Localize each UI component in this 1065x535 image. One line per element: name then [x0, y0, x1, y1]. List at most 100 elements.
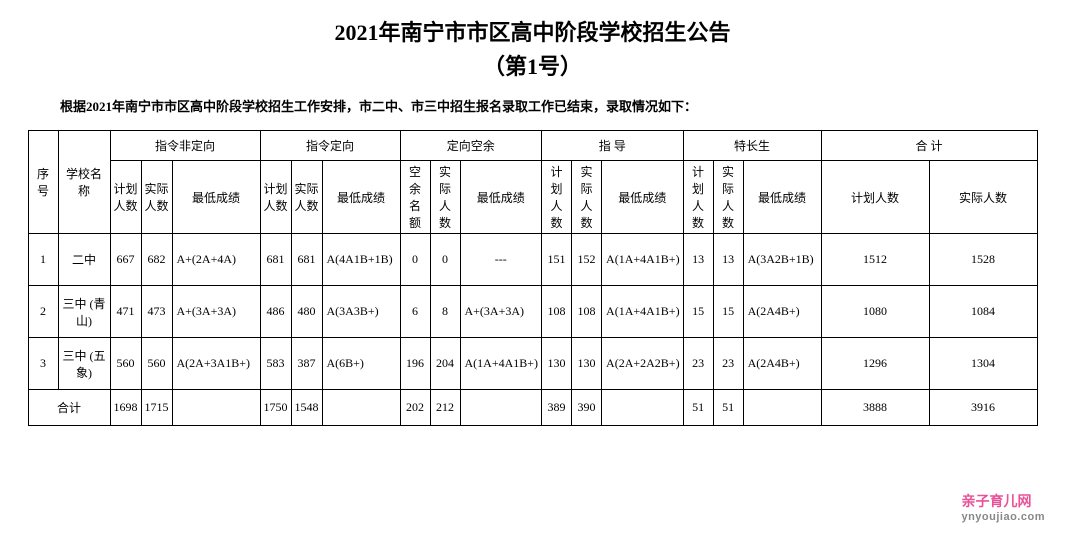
cell-g1-score: A+(2A+4A)	[172, 234, 260, 286]
cell-g1-actual: 473	[141, 286, 172, 338]
cell-g4-plan: 108	[542, 286, 572, 338]
cell-g1-score: A+(3A+3A)	[172, 286, 260, 338]
cell-g2-actual: 480	[291, 286, 322, 338]
col-group-4: 指 导	[542, 131, 684, 161]
cell-school: 三中 (青山)	[58, 286, 110, 338]
footer-label: 合计	[28, 390, 110, 426]
footer-g5-plan: 51	[683, 390, 713, 426]
footer-g2-actual: 1548	[291, 390, 322, 426]
cell-g2-actual: 681	[291, 234, 322, 286]
sub-actual-5: 实际人数	[713, 161, 743, 234]
sub-actual-3: 实际人数	[430, 161, 460, 234]
footer-g3-actual: 212	[430, 390, 460, 426]
sub-total-plan: 计划人数	[821, 161, 929, 234]
footer-g2-plan: 1750	[260, 390, 291, 426]
table-row: 2 三中 (青山) 471 473 A+(3A+3A) 486 480 A(3A…	[28, 286, 1037, 338]
cell-g5-plan: 23	[683, 338, 713, 390]
watermark-line1: 亲子育儿网	[961, 491, 1045, 511]
cell-total-actual: 1304	[929, 338, 1037, 390]
cell-g3-score: A(1A+4A1B+)	[460, 338, 542, 390]
cell-seq: 2	[28, 286, 58, 338]
footer-g1-score	[172, 390, 260, 426]
cell-g2-score: A(3A3B+)	[322, 286, 400, 338]
cell-g5-actual: 15	[713, 286, 743, 338]
sub-score-3: 最低成绩	[460, 161, 542, 234]
page-subtitle: （第1号）	[20, 49, 1045, 81]
cell-g1-plan: 560	[110, 338, 141, 390]
col-school-header: 学校名称	[58, 131, 110, 234]
sub-plan-1: 计划人数	[110, 161, 141, 234]
footer-g4-score	[602, 390, 684, 426]
col-group-2: 指令定向	[260, 131, 400, 161]
col-group-5: 特长生	[683, 131, 821, 161]
cell-total-actual: 1528	[929, 234, 1037, 286]
footer-g5-actual: 51	[713, 390, 743, 426]
sub-score-2: 最低成绩	[322, 161, 400, 234]
table-footer-row: 合计 1698 1715 1750 1548 202 212 389 390 5…	[28, 390, 1037, 426]
cell-g4-actual: 130	[572, 338, 602, 390]
footer-g5-score	[743, 390, 821, 426]
sub-plan-5: 计划人数	[683, 161, 713, 234]
footer-g3-score	[460, 390, 542, 426]
description-text: 根据2021年南宁市市区高中阶段学校招生工作安排，市二中、市三中招生报名录取工作…	[60, 96, 1045, 115]
cell-g5-score: A(3A2B+1B)	[743, 234, 821, 286]
footer-g1-plan: 1698	[110, 390, 141, 426]
cell-g5-score: A(2A4B+)	[743, 286, 821, 338]
cell-g1-plan: 471	[110, 286, 141, 338]
cell-g1-actual: 560	[141, 338, 172, 390]
footer-g4-actual: 390	[572, 390, 602, 426]
cell-g5-plan: 13	[683, 234, 713, 286]
cell-total-plan: 1512	[821, 234, 929, 286]
cell-g4-score: A(2A+2A2B+)	[602, 338, 684, 390]
cell-g4-score: A(1A+4A1B+)	[602, 286, 684, 338]
sub-score-5: 最低成绩	[743, 161, 821, 234]
footer-g2-score	[322, 390, 400, 426]
watermark-line2: ynyoujiao.com	[961, 511, 1045, 523]
table-row: 1 二中 667 682 A+(2A+4A) 681 681 A(4A1B+1B…	[28, 234, 1037, 286]
col-seq-header: 序号	[28, 131, 58, 234]
cell-g4-score: A(1A+4A1B+)	[602, 234, 684, 286]
cell-school: 三中 (五象)	[58, 338, 110, 390]
cell-g5-actual: 23	[713, 338, 743, 390]
cell-g4-plan: 151	[542, 234, 572, 286]
cell-g1-score: A(2A+3A1B+)	[172, 338, 260, 390]
sub-actual-4: 实际人数	[572, 161, 602, 234]
cell-g4-actual: 108	[572, 286, 602, 338]
admission-table: 序号 学校名称 指令非定向 指令定向 定向空余 指 导 特长生 合 计 计划人数…	[28, 130, 1038, 426]
cell-total-plan: 1296	[821, 338, 929, 390]
sub-actual-2: 实际人数	[291, 161, 322, 234]
cell-g4-actual: 152	[572, 234, 602, 286]
cell-g5-actual: 13	[713, 234, 743, 286]
cell-g3-vacant: 0	[400, 234, 430, 286]
col-group-3: 定向空余	[400, 131, 542, 161]
cell-g3-vacant: 196	[400, 338, 430, 390]
cell-g3-score: ---	[460, 234, 542, 286]
cell-g2-score: A(4A1B+1B)	[322, 234, 400, 286]
cell-g4-plan: 130	[542, 338, 572, 390]
cell-g3-score: A+(3A+3A)	[460, 286, 542, 338]
sub-score-4: 最低成绩	[602, 161, 684, 234]
cell-g1-actual: 682	[141, 234, 172, 286]
footer-total-actual: 3916	[929, 390, 1037, 426]
table-row: 3 三中 (五象) 560 560 A(2A+3A1B+) 583 387 A(…	[28, 338, 1037, 390]
footer-total-plan: 3888	[821, 390, 929, 426]
sub-plan-4: 计划人数	[542, 161, 572, 234]
cell-g2-plan: 681	[260, 234, 291, 286]
cell-seq: 3	[28, 338, 58, 390]
sub-score-1: 最低成绩	[172, 161, 260, 234]
cell-g3-actual: 8	[430, 286, 460, 338]
cell-g3-actual: 204	[430, 338, 460, 390]
cell-g5-plan: 15	[683, 286, 713, 338]
cell-seq: 1	[28, 234, 58, 286]
cell-total-actual: 1084	[929, 286, 1037, 338]
cell-g5-score: A(2A4B+)	[743, 338, 821, 390]
sub-total-actual: 实际人数	[929, 161, 1037, 234]
table-header-row-1: 序号 学校名称 指令非定向 指令定向 定向空余 指 导 特长生 合 计	[28, 131, 1037, 161]
sub-plan-2: 计划人数	[260, 161, 291, 234]
page-title: 2021年南宁市市区高中阶段学校招生公告	[20, 15, 1045, 47]
cell-g3-actual: 0	[430, 234, 460, 286]
watermark: 亲子育儿网 ynyoujiao.com	[961, 491, 1045, 523]
footer-g1-actual: 1715	[141, 390, 172, 426]
cell-g2-actual: 387	[291, 338, 322, 390]
col-group-1: 指令非定向	[110, 131, 260, 161]
